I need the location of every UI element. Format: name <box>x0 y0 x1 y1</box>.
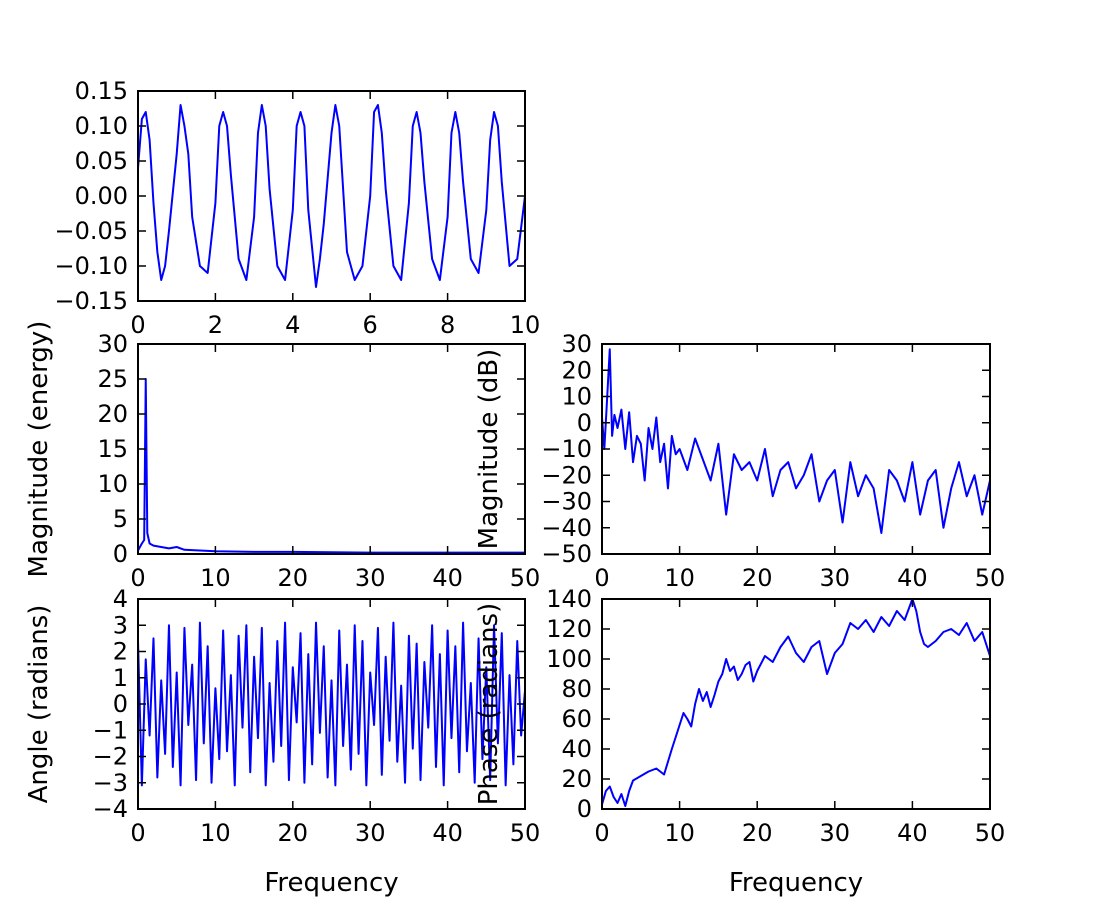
magnitude-db-ytick-label: 30 <box>561 330 592 358</box>
magnitude-db-xtick-label: 0 <box>594 564 609 592</box>
magnitude-db-xtick-label: 20 <box>742 564 773 592</box>
magnitude-energy-ytick-label: 30 <box>97 330 128 358</box>
magnitude-db-series-line <box>602 348 990 534</box>
signal-xtick-label: 6 <box>363 311 378 339</box>
signal-subplot: 0 2 4 6 8 10 −0.15 −0.10 −0.05 0.00 0.05 0.10 0.15 <box>54 77 540 339</box>
angle-ytick-label: 4 <box>113 585 128 613</box>
magnitude-energy-xtick-label: 10 <box>200 564 231 592</box>
magnitude-db-ytick-label: −20 <box>541 461 592 489</box>
angle-xtick-label: 10 <box>200 819 231 847</box>
magnitude-energy-xtick-label: 50 <box>510 564 541 592</box>
angle-ytick-label: −2 <box>93 743 128 771</box>
phase-x-axis-label: Frequency <box>729 868 863 898</box>
magnitude-db-ytick-label: 0 <box>577 409 592 437</box>
signal-ytick-label: 0.05 <box>75 147 128 175</box>
phase-ytick-label: 140 <box>546 585 592 613</box>
magnitude-db-ytick-label: −50 <box>541 540 592 568</box>
angle-series-line <box>138 621 525 787</box>
phase-y-axis-label: Phase (radians) <box>474 603 504 806</box>
magnitude-energy-xtick-label: 0 <box>130 564 145 592</box>
magnitude-db-ytick-label: −30 <box>541 488 592 516</box>
signal-series-line <box>138 104 525 288</box>
signal-ytick-label: 0.15 <box>75 77 128 105</box>
phase-ytick-label: 40 <box>561 735 592 763</box>
signal-xtick-label: 10 <box>510 311 541 339</box>
angle-xtick-label: 40 <box>432 819 463 847</box>
angle-x-axis-label: Frequency <box>264 868 398 898</box>
magnitude-db-xtick-label: 10 <box>664 564 695 592</box>
angle-xtick-label: 0 <box>130 819 145 847</box>
phase-ytick-label: 20 <box>561 765 592 793</box>
magnitude-db-ytick-label: −40 <box>541 514 592 542</box>
angle-xtick-label: 30 <box>355 819 386 847</box>
magnitude-db-xtick-label: 30 <box>820 564 851 592</box>
phase-xtick-label: 50 <box>975 819 1006 847</box>
magnitude-energy-ytick-label: 15 <box>97 435 128 463</box>
magnitude-energy-ytick-label: 25 <box>97 365 128 393</box>
phase-xtick-label: 20 <box>742 819 773 847</box>
magnitude-db-ytick-label: 10 <box>561 383 592 411</box>
magnitude-db-ytick-label: 20 <box>561 356 592 384</box>
magnitude-energy-ytick-label: 0 <box>113 540 128 568</box>
signal-xtick-label: 2 <box>208 311 223 339</box>
magnitude-energy-xtick-label: 30 <box>355 564 386 592</box>
angle-ytick-label: −1 <box>93 716 128 744</box>
phase-ytick-label: 80 <box>561 675 592 703</box>
magnitude-energy-subplot: 0 10 20 30 40 50 0 5 10 15 20 25 30 Magnitude (energy… <box>24 321 540 592</box>
signal-ytick-label: 0.00 <box>75 182 128 210</box>
magnitude-db-subplot: 0 10 20 30 40 50−50−40−30−20−100102030Magnitu… <box>474 330 1005 592</box>
signal-ytick-label: −0.05 <box>54 217 128 245</box>
phase-xtick-label: 40 <box>897 819 928 847</box>
magnitude-energy-xtick-label: 20 <box>278 564 309 592</box>
phase-series-line <box>602 599 990 807</box>
phase-subplot: 0 10 20 30 40 50020406080100120140FrequencyPh… <box>474 585 1005 898</box>
angle-y-axis-label: Angle (radians) <box>24 605 54 804</box>
magnitude-energy-ytick-label: 10 <box>97 470 128 498</box>
angle-ytick-label: −4 <box>93 795 128 823</box>
phase-xtick-label: 0 <box>594 819 609 847</box>
phase-ytick-label: 100 <box>546 645 592 673</box>
phase-axes-frame <box>601 598 991 810</box>
angle-ytick-label: 1 <box>113 664 128 692</box>
angle-ytick-label: 0 <box>113 690 128 718</box>
phase-ytick-label: 0 <box>577 795 592 823</box>
angle-ytick-label: −3 <box>93 769 128 797</box>
magnitude-energy-y-axis-label: Magnitude (energy) <box>24 321 54 578</box>
magnitude-energy-series-line <box>138 378 525 554</box>
magnitude-db-ytick-label: −10 <box>541 435 592 463</box>
signal-xtick-label: 0 <box>130 311 145 339</box>
phase-xtick-label: 10 <box>664 819 695 847</box>
magnitude-energy-ytick-label: 20 <box>97 400 128 428</box>
phase-ytick-label: 60 <box>561 705 592 733</box>
angle-ytick-label: 3 <box>113 611 128 639</box>
angle-xtick-label: 50 <box>510 819 541 847</box>
angle-ytick-label: 2 <box>113 638 128 666</box>
magnitude-db-y-axis-label: Magnitude (dB) <box>474 349 504 550</box>
signal-ytick-label: −0.10 <box>54 252 128 280</box>
magnitude-db-xtick-label: 40 <box>897 564 928 592</box>
signal-ytick-label: 0.10 <box>75 112 128 140</box>
angle-xtick-label: 20 <box>278 819 309 847</box>
signal-ytick-label: −0.15 <box>54 287 128 315</box>
signal-xtick-label: 4 <box>285 311 300 339</box>
phase-xtick-label: 30 <box>820 819 851 847</box>
phase-ytick-label: 120 <box>546 615 592 643</box>
magnitude-energy-xtick-label: 40 <box>432 564 463 592</box>
signal-xtick-label: 8 <box>440 311 455 339</box>
magnitude-energy-ytick-label: 5 <box>113 505 128 533</box>
magnitude-db-xtick-label: 50 <box>975 564 1006 592</box>
